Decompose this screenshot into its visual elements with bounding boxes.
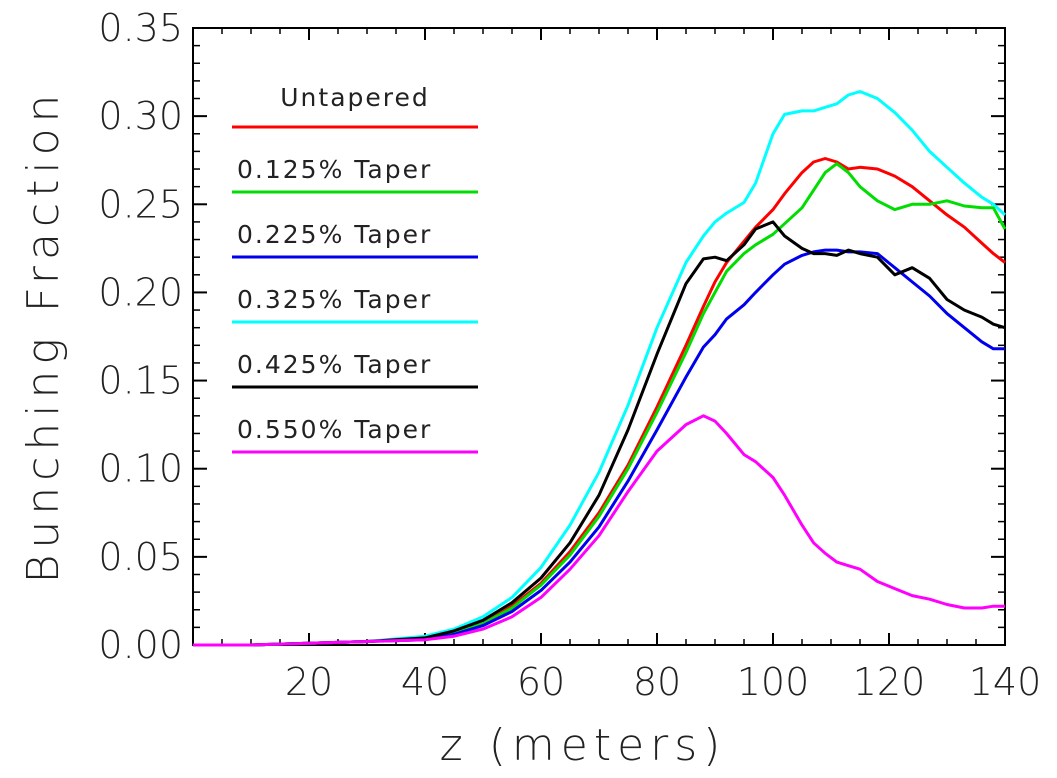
x-tick-label: 20 [285, 660, 333, 704]
series-line [193, 414, 1005, 647]
x-tick-label: 140 [969, 660, 1042, 704]
series-line [193, 162, 1007, 647]
legend: Untapered 0.125% Taper 0.225% Taper 0.325%… [232, 83, 478, 454]
y-tick-label: 0.25 [98, 182, 183, 226]
x-tick-label: 120 [853, 660, 926, 704]
y-tick-label: 0.35 [98, 6, 183, 50]
x-axis: 20 40 60 80 100 120 140 [221, 28, 1042, 704]
series-line [193, 90, 1007, 647]
x-tick-label: 60 [517, 660, 565, 704]
legend-label: 0.325% Taper [237, 285, 432, 314]
y-axis-title: Bunching Fraction [18, 89, 69, 584]
series-line [193, 248, 1005, 647]
plot-frame [192, 27, 1006, 646]
y-tick-label: 0.10 [98, 447, 183, 491]
y-axis: 0.00 0.05 0.10 0.15 0.20 0.25 0.30 0.35 [98, 6, 1005, 667]
series-lines [193, 90, 1007, 647]
y-tick-label: 0.00 [98, 623, 183, 667]
y-tick-label: 0.15 [98, 359, 183, 403]
x-tick-label: 40 [401, 660, 449, 704]
legend-label: 0.125% Taper [237, 155, 432, 184]
x-axis-title: z (meters) [440, 720, 727, 771]
legend-title: Untapered [280, 83, 430, 112]
y-tick-label: 0.30 [98, 94, 183, 138]
legend-label: 0.425% Taper [237, 350, 432, 379]
legend-label: 0.225% Taper [237, 220, 432, 249]
series-line [193, 220, 1006, 647]
x-tick-label: 100 [737, 660, 810, 704]
y-tick-label: 0.20 [98, 270, 183, 314]
x-tick-label: 80 [633, 660, 681, 704]
legend-label: 0.550% Taper [237, 415, 432, 444]
y-tick-label: 0.05 [98, 535, 183, 579]
